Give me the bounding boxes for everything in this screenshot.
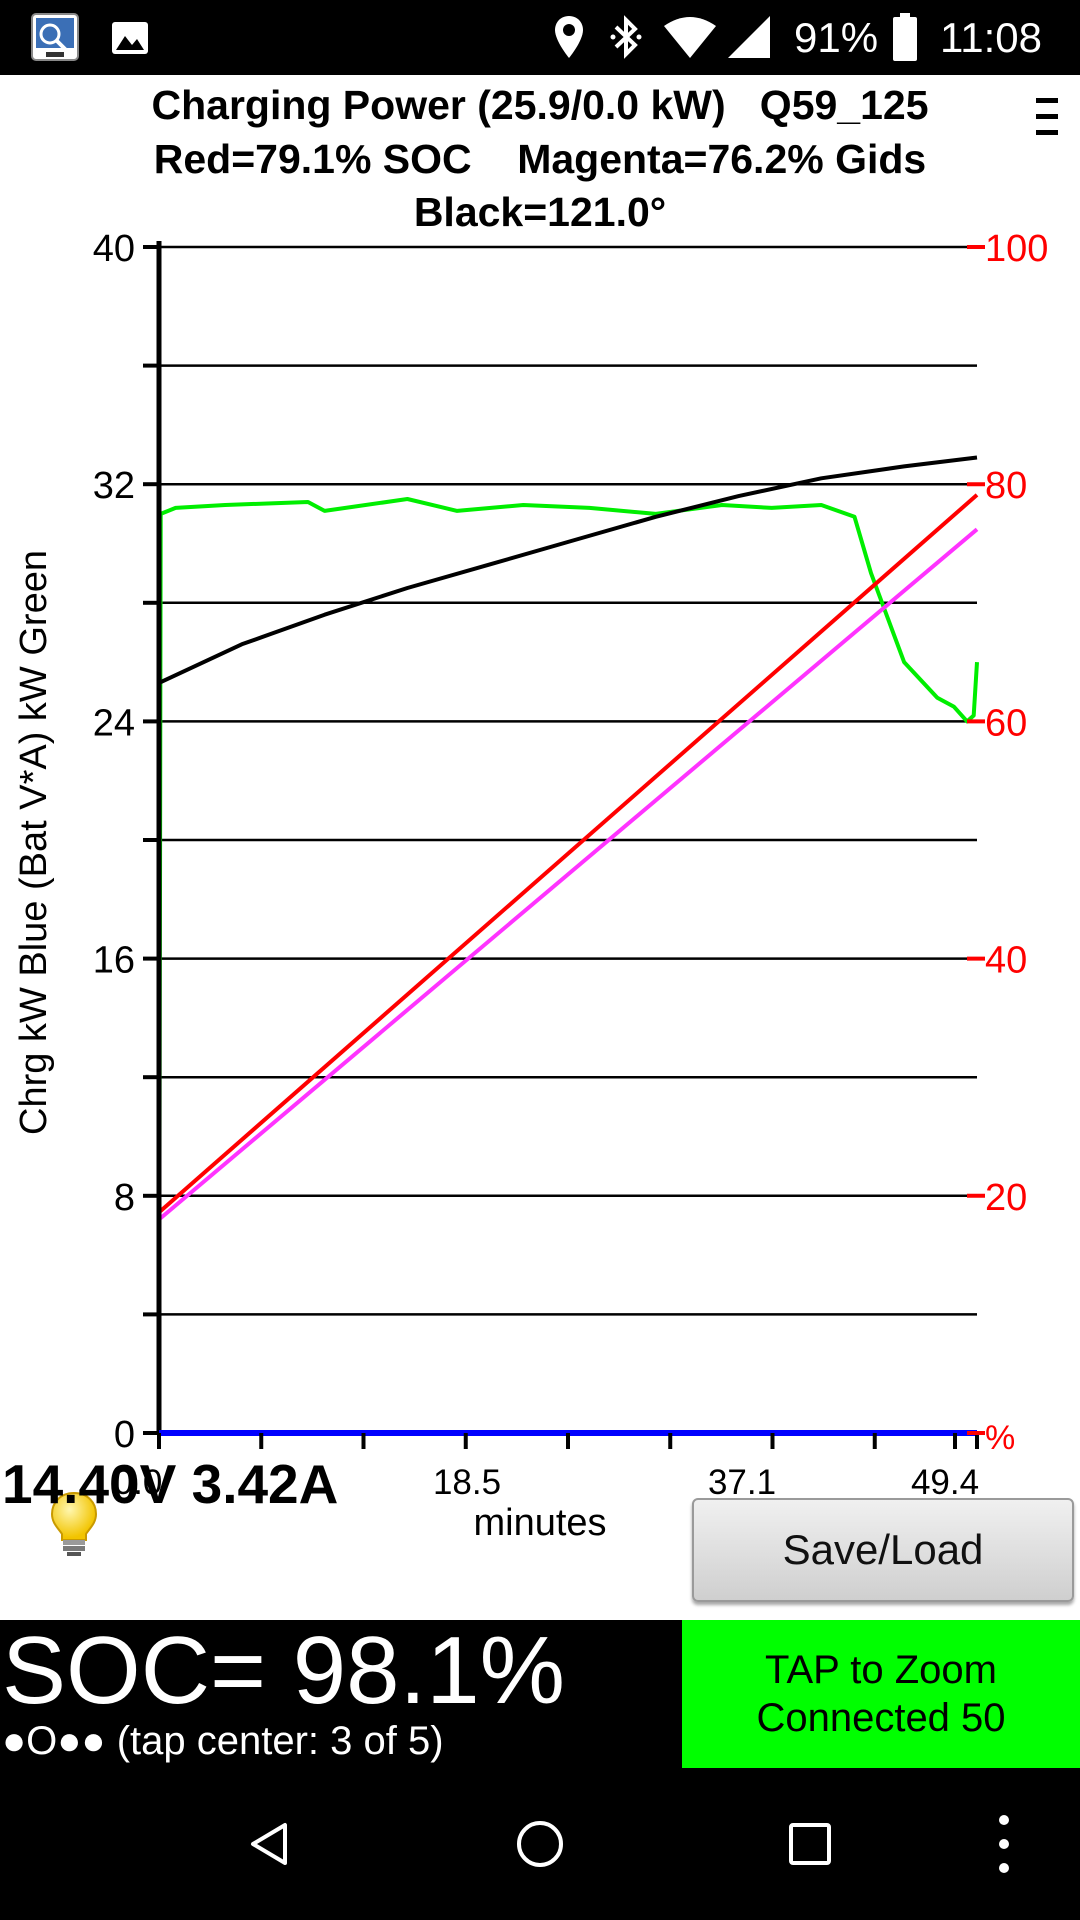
series-line-green <box>157 497 979 1434</box>
x-tick-label: 18.5 <box>433 1463 501 1502</box>
y-tick-label-left: 16 <box>93 940 135 982</box>
y-tick-label-right: % <box>985 1419 1015 1457</box>
tap-to-zoom-panel[interactable]: TAP to Zoom Connected 50 <box>682 1620 1080 1768</box>
menu-button[interactable] <box>1022 92 1072 142</box>
app-icon <box>30 12 80 67</box>
y-tick-label-left: 40 <box>93 228 135 270</box>
voltage-current-readout: 14.40V 3.42A <box>2 1453 339 1515</box>
series-line-black <box>158 455 978 685</box>
location-icon <box>552 14 586 65</box>
back-icon <box>251 1823 287 1865</box>
recents-icon <box>789 1823 831 1865</box>
series-line-magenta <box>157 527 979 1222</box>
home-icon <box>517 1821 563 1867</box>
y-tick-label-right: 20 <box>985 1177 1027 1219</box>
menu-icon <box>1036 98 1058 135</box>
y-tick-label-right: 60 <box>985 702 1027 744</box>
x-tick-label: 0.0 <box>114 1463 163 1502</box>
y-tick-label-right: 80 <box>985 465 1027 507</box>
x-tick-label: 37.1 <box>708 1463 776 1502</box>
status-bar: 91% 11:08 <box>0 0 1080 75</box>
home-button[interactable] <box>470 1768 610 1920</box>
clock: 11:08 <box>940 14 1042 61</box>
tap-to-zoom-label: TAP to Zoom <box>765 1648 997 1692</box>
chart-x-axis-label: minutes <box>473 1502 607 1544</box>
save-load-button[interactable]: Save/Load <box>692 1498 1074 1602</box>
chart-title-line-2: Red=79.1% SOC Magenta=76.2% Gids <box>153 136 927 182</box>
chart-y-axis-label: Chrg kW Blue (Bat V*A) kW Green <box>12 549 55 1135</box>
y-tick-label-right: 100 <box>985 228 1048 270</box>
x-tick-label: 49.4 <box>911 1463 979 1502</box>
y-tick-label-left: 8 <box>114 1177 135 1219</box>
chart-title-line-3: Black=121.0° <box>413 189 667 235</box>
series-line-red <box>157 493 979 1214</box>
wifi-icon <box>662 14 718 65</box>
navigation-bar <box>0 1768 1080 1920</box>
y-tick-label-left: 0 <box>114 1414 135 1456</box>
tap-center-hint: ●O●● (tap center: 3 of 5) <box>2 1719 444 1763</box>
y-tick-label-right: 40 <box>985 940 1027 982</box>
recents-button[interactable] <box>740 1768 880 1920</box>
bluetooth-icon <box>608 14 644 65</box>
signal-icon <box>726 14 772 65</box>
soc-readout: SOC= 98.1% <box>2 1617 565 1724</box>
lightbulb-icon[interactable] <box>48 1490 100 1563</box>
overflow-button[interactable] <box>954 1768 1054 1920</box>
chart-grid <box>159 245 977 1316</box>
chart-title-line-1: Charging Power (25.9/0.0 kW) Q59_125 <box>151 82 929 128</box>
battery-icon <box>892 12 918 67</box>
y-tick-label-left: 32 <box>93 465 135 507</box>
battery-percent: 91% <box>794 14 879 61</box>
soc-panel[interactable]: SOC= 98.1% ●O●● (tap center: 3 of 5) <box>0 1617 682 1768</box>
chart-axes <box>143 241 985 1449</box>
connection-status: Connected 50 <box>756 1696 1006 1740</box>
y-tick-label-left: 24 <box>93 702 135 744</box>
back-button[interactable] <box>200 1768 340 1920</box>
image-icon <box>110 18 150 63</box>
overflow-icon <box>999 1815 1009 1873</box>
